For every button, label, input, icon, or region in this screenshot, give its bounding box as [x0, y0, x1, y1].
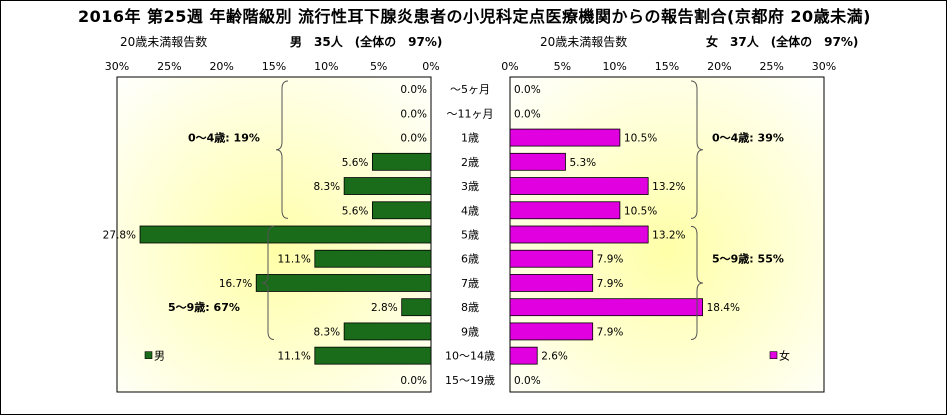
female-data-label: 0.0% — [514, 108, 541, 120]
female-5-9-brace — [690, 225, 704, 341]
male-axis-tick-label: 30% — [105, 60, 129, 73]
female-data-label: 10.5% — [624, 133, 657, 145]
female-bar — [509, 225, 649, 244]
female-legend-label: 女 — [779, 349, 790, 363]
male-legend-swatch — [144, 351, 153, 359]
female-bar — [509, 298, 703, 317]
male-data-label: 2.8% — [371, 302, 398, 314]
male-data-label: 0.0% — [400, 375, 427, 387]
category-label: 7歳 — [461, 277, 479, 290]
male-bar — [401, 298, 432, 317]
female-data-label: 13.2% — [652, 230, 685, 242]
female-axis-tick-label: 30% — [812, 60, 836, 73]
left-summary: 男 35人 (全体の 97%) — [290, 35, 443, 49]
category-label: 15～19歳 — [445, 374, 495, 387]
female-data-label: 10.5% — [624, 205, 657, 217]
category-label: 3歳 — [461, 180, 479, 193]
female-axis-tick-label: 5% — [554, 60, 571, 73]
male-axis-tick-label: 10% — [314, 60, 338, 73]
female-bar — [509, 128, 621, 147]
female-axis-tick-label: 20% — [707, 60, 731, 73]
female-bar — [509, 177, 649, 195]
female-axis-tick-label: 10% — [602, 60, 626, 73]
female-0-4-brace — [690, 80, 704, 219]
male-bar — [371, 152, 432, 171]
right-caption: 20歳未満報告数 — [540, 35, 628, 49]
female-bar — [509, 152, 566, 171]
male-data-label: 8.3% — [313, 181, 340, 193]
left-caption: 20歳未満報告数 — [120, 35, 208, 49]
category-label: 9歳 — [461, 325, 479, 338]
female-data-label: 7.9% — [597, 254, 624, 266]
male-axis-tick-label: 15% — [262, 60, 286, 73]
category-label: 8歳 — [461, 301, 479, 314]
male-0-4-annotation: 0～4歳: 19% — [188, 131, 260, 145]
category-label: 2歳 — [461, 156, 479, 169]
female-data-label: 7.9% — [597, 326, 624, 338]
female-data-label: 0.0% — [514, 84, 541, 96]
male-bar — [343, 322, 432, 341]
right-summary: 女 37人 (全体の 97%) — [706, 35, 859, 49]
male-bar — [139, 225, 432, 244]
female-data-label: 7.9% — [597, 278, 624, 290]
male-data-label: 27.8% — [103, 230, 136, 242]
male-data-label: 5.6% — [342, 157, 369, 169]
male-data-label: 8.3% — [313, 326, 340, 338]
male-data-label: 0.0% — [400, 84, 427, 96]
male-bar — [371, 201, 432, 220]
male-5-9-brace — [261, 225, 275, 341]
male-data-label: 0.0% — [400, 108, 427, 120]
female-data-label: 2.6% — [541, 351, 568, 363]
category-label: 10～14歳 — [445, 350, 495, 363]
female-data-label: 18.4% — [707, 302, 740, 314]
female-bar — [509, 322, 594, 341]
category-label: 1歳 — [461, 132, 479, 145]
category-label: ～5ヶ月 — [450, 83, 490, 96]
male-axis-tick-label: 25% — [157, 60, 181, 73]
male-axis-tick-label: 5% — [370, 60, 387, 73]
male-bar — [343, 177, 432, 195]
female-data-label: 13.2% — [652, 181, 685, 193]
female-0-4-annotation: 0～4歳: 39% — [712, 131, 784, 145]
male-data-label: 11.1% — [277, 351, 310, 363]
female-axis-tick-label: 25% — [759, 60, 783, 73]
male-axis-tick-label: 0% — [422, 60, 439, 73]
category-label: 5歳 — [461, 229, 479, 242]
female-5-9-annotation: 5～9歳: 55% — [712, 252, 784, 266]
female-axis-tick-label: 15% — [655, 60, 679, 73]
male-data-label: 16.7% — [219, 278, 252, 290]
male-data-label: 11.1% — [277, 254, 310, 266]
category-label: ～11ヶ月 — [447, 107, 494, 120]
male-0-4-brace — [275, 80, 289, 219]
female-data-label: 5.3% — [569, 157, 596, 169]
male-data-label: 0.0% — [400, 133, 427, 145]
female-bar — [509, 346, 538, 365]
female-axis-tick-label: 0% — [501, 60, 518, 73]
female-bar — [509, 201, 621, 220]
female-bar — [509, 249, 594, 268]
male-bar — [255, 274, 432, 292]
male-5-9-annotation: 5～9歳: 67% — [168, 300, 240, 314]
category-label: 6歳 — [461, 253, 479, 266]
category-label: 4歳 — [461, 204, 479, 217]
male-bar — [314, 249, 432, 268]
female-bar — [509, 274, 594, 292]
male-axis-tick-label: 20% — [209, 60, 233, 73]
male-data-label: 5.6% — [342, 205, 369, 217]
male-legend-label: 男 — [154, 350, 165, 363]
male-bar — [314, 346, 432, 365]
chart-title: 2016年 第25週 年齢階級別 流行性耳下腺炎患者の小児科定点医療機関からの報… — [78, 7, 871, 26]
female-data-label: 0.0% — [514, 375, 541, 387]
female-legend-swatch — [769, 351, 778, 359]
